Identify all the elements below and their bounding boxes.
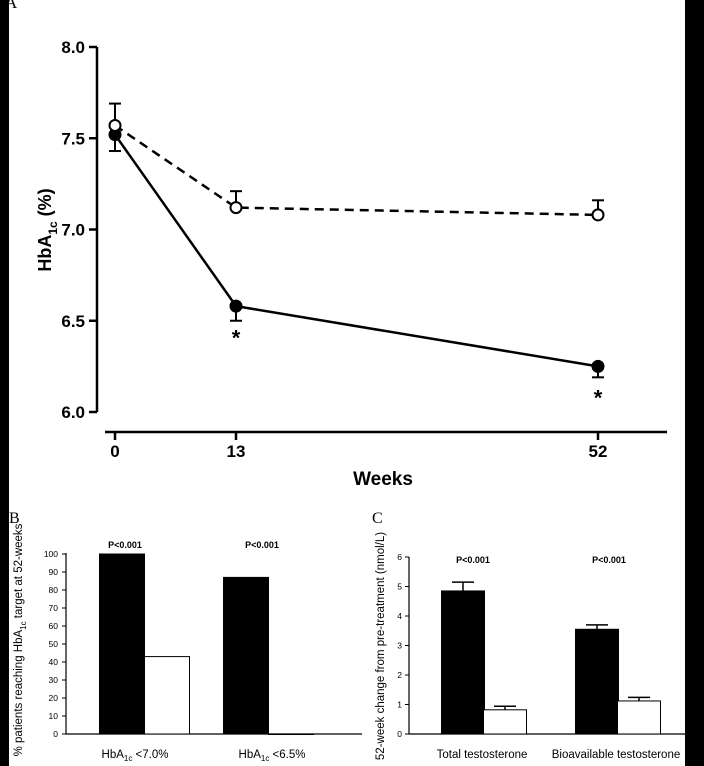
panel-c-bar [617, 700, 661, 735]
panel-a-y-tick-label: 7.5 [61, 129, 85, 148]
panel-b-y-tick-label: 30 [49, 675, 59, 685]
panel-b-y-tick-label: 80 [49, 585, 59, 595]
panel-c-y-tick-label: 3 [397, 641, 402, 651]
panel-b-x-tick-label-rest: <7.0% [132, 749, 168, 761]
panel-c-bar [575, 628, 619, 735]
panel-a-significance-marker: * [594, 386, 603, 411]
panel-b-x-tick-label-main: HbA [239, 749, 262, 761]
panel-b-y-tick-label: 100 [44, 549, 58, 559]
panel-c-y-tick-label: 4 [397, 611, 402, 621]
panel-a-y-tick-label: 7.0 [61, 221, 85, 240]
panel-a-y-axis-label: HbA1c (%) [35, 188, 60, 271]
panel-b-y-tick-label: 20 [49, 693, 59, 703]
panel-b-pvalue: P<0.001 [108, 540, 142, 550]
panel-a-series-2-point [591, 208, 605, 222]
panel-c-y-tick-label: 0 [397, 729, 402, 739]
panel-a-series-2-point [229, 201, 243, 215]
panel-c-x-tick-label: Bioavailable testosterone [552, 749, 681, 761]
panel-c-bar [441, 590, 485, 735]
figure-sheet: A B C 6.0 6.5 7.0 7.5 8.0 0 13 52 Weeks HbA1c … [9, 0, 685, 766]
panel-c-y-axis-label: 52-week change from pre-treatment (nmol/… [375, 532, 387, 760]
panel-b-bar [223, 576, 269, 735]
panel-b-x-tick-label: HbA1c <6.5% [239, 749, 306, 763]
panel-c-x-tick-label: Total testosterone [437, 749, 528, 761]
panel-c-y-tick-label: 1 [397, 700, 402, 710]
panel-c-pvalue: P<0.001 [456, 555, 490, 565]
panel-a-y-tick-label: 8.0 [61, 38, 85, 57]
panel-b-y-axis-label: % patients reaching HbA1c target at 52-w… [13, 523, 28, 756]
panel-b-y-tick-label: 10 [49, 711, 59, 721]
panel-a-series-2-point [108, 118, 122, 132]
panel-b-y-tick-label: 40 [49, 657, 59, 667]
panel-b-x-tick-label-main: HbA [102, 749, 125, 761]
panel-letter-c: C [372, 510, 383, 527]
panel-a-series-1-point [591, 359, 605, 373]
panel-b-x-tick-label-sub: 1c [124, 754, 132, 763]
panel-c-y-tick-label: 5 [397, 582, 402, 592]
panel-a-significance-marker: * [232, 325, 241, 350]
panel-b-pvalue: P<0.001 [245, 540, 279, 550]
figure-svg: A B C 6.06.57.07.58.0 0 13 52 Weeks HbA1c … [9, 0, 685, 763]
panel-a-y-tick-label: 6.5 [61, 312, 85, 331]
panel-c-bar-chart: 0 1 2 3 4 5 6 P<0.001 P<0.001 Total testosteron… [375, 532, 685, 761]
panel-a-x-tick-label: 13 [227, 442, 246, 461]
panel-a-x-tick-label: 52 [589, 442, 608, 461]
panel-b-bar [144, 656, 190, 735]
panel-b-y-tick-label: 0 [53, 729, 58, 739]
panel-a-x-tick-label: 0 [110, 442, 119, 461]
panel-letter-a: A [9, 0, 18, 12]
panel-a-series-2-line [114, 124, 599, 217]
panel-b-bar-chart: 0 10 20 30 40 50 60 70 80 90 100 P<0.001 P<0.001 Hb… [13, 523, 362, 763]
panel-b-y-tick-label: 70 [49, 603, 59, 613]
panel-b-y-tick-label: 60 [49, 621, 59, 631]
panel-c-y-tick-label: 2 [397, 670, 402, 680]
panel-b-bar [268, 733, 314, 735]
panel-a-x-axis-label: Weeks [353, 469, 413, 490]
panel-letter-b: B [9, 510, 20, 527]
panel-a-y-tick-label: 6.0 [61, 403, 85, 422]
panel-a-line-chart: 6.0 6.5 7.0 7.5 8.0 0 13 52 Weeks HbA1c (%) * * [35, 38, 667, 490]
panel-a-series-1-line [113, 133, 599, 368]
panel-b-x-tick-label-rest: <6.5% [269, 749, 305, 761]
panel-b-bar [99, 553, 145, 735]
panel-b-x-tick-label: HbA1c <7.0% [102, 749, 169, 763]
panel-a-series-1-point [229, 299, 243, 313]
panel-b-y-tick-label: 50 [49, 639, 59, 649]
panel-c-pvalue: P<0.001 [592, 555, 626, 565]
panel-c-bar [483, 709, 527, 735]
panel-b-x-tick-label-sub: 1c [261, 754, 269, 763]
panel-b-y-tick-label: 90 [49, 567, 59, 577]
panel-c-y-tick-label: 6 [397, 552, 402, 562]
